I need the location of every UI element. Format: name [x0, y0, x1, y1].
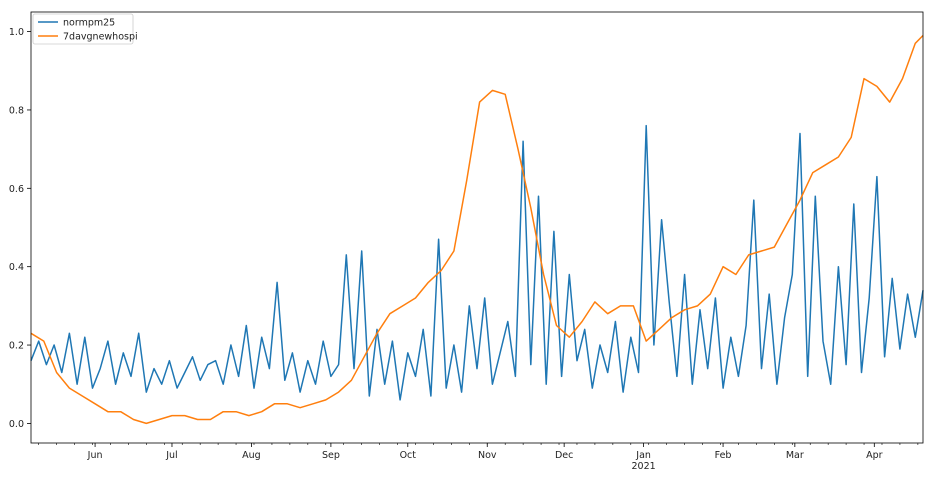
legend-label-normpm25: normpm25 — [63, 18, 115, 29]
y-axis: 0.0 0.2 0.4 0.6 0.8 1.0 — [9, 27, 31, 430]
series-line-7davgnewhospi — [30, 34, 924, 425]
x-tick-label: Jul — [165, 450, 177, 461]
plot-frame — [30, 11, 924, 444]
series-layer — [30, 34, 924, 425]
x-tick-label: Dec — [555, 450, 573, 461]
y-tick-label: 1.0 — [9, 27, 24, 38]
x-tick-label: Feb — [715, 450, 732, 461]
y-tick-label: 0.6 — [9, 184, 24, 195]
x-tick-label: Oct — [400, 450, 417, 461]
x-tick-label: Jun — [87, 450, 103, 461]
legend: normpm25 7davgnewhospi — [32, 13, 138, 45]
y-tick-label: 0.4 — [9, 262, 24, 273]
x-tick-label: Aug — [242, 450, 261, 461]
x-tick-label: Sep — [322, 450, 340, 461]
y-tick-label: 0.8 — [9, 105, 24, 116]
x-tick-label: Jan — [635, 450, 651, 461]
x-tick-label: Nov — [478, 450, 497, 461]
x-tick-label: Apr — [866, 450, 883, 461]
series-line-normpm25 — [30, 124, 924, 401]
x-tick-sublabel: 2021 — [632, 461, 656, 472]
legend-label-7davgnewhospi: 7davgnewhospi — [63, 32, 138, 43]
x-tick-label: Mar — [786, 450, 804, 461]
y-tick-label: 0.2 — [9, 341, 24, 352]
y-tick-label: 0.0 — [9, 419, 24, 430]
